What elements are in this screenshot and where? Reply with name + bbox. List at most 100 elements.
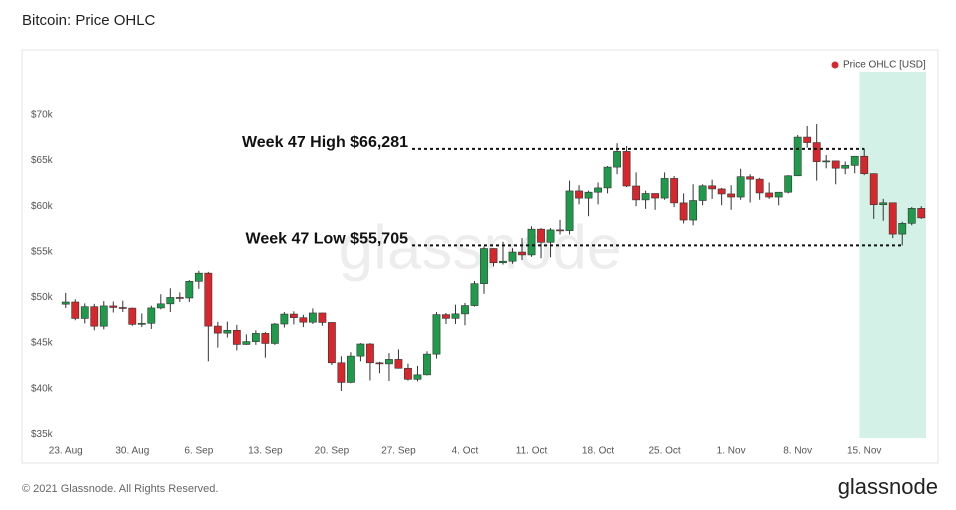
x-tick-label: 27. Sep: [381, 446, 416, 457]
candle-body: [385, 359, 393, 365]
candle-body: [80, 306, 89, 319]
candle-body: [261, 333, 270, 344]
candle-body: [898, 223, 907, 235]
candle-body: [185, 280, 194, 299]
annotation-label: Week 47 High $66,281: [242, 134, 408, 151]
candle-body: [280, 313, 289, 325]
candle-body: [822, 160, 831, 163]
candle-body: [632, 185, 640, 201]
candle-body: [841, 165, 850, 169]
x-tick-label: 11. Oct: [516, 446, 548, 457]
candle-body: [594, 187, 602, 193]
x-tick-label: 6. Sep: [184, 446, 213, 457]
x-tick-label: 23. Aug: [49, 446, 83, 457]
chart-frame: [21, 49, 939, 464]
candle-body: [166, 297, 175, 305]
annotation-label: Week 47 Low $55,705: [246, 231, 409, 248]
y-tick-label: $60k: [31, 201, 54, 212]
candle-body: [774, 191, 783, 198]
legend-marker: [831, 61, 839, 69]
logo: glassnode: [838, 474, 938, 499]
x-tick-label: 25. Oct: [648, 446, 680, 457]
candle-body: [565, 190, 574, 231]
candle-body: [755, 178, 764, 194]
candle-body: [99, 305, 108, 327]
candle-body: [670, 178, 679, 204]
y-tick-label: $70k: [31, 110, 54, 121]
y-tick-label: $55k: [31, 246, 54, 257]
candle-body: [175, 297, 184, 299]
candle-body: [328, 322, 336, 364]
candle-body: [480, 248, 488, 284]
copyright: © 2021 Glassnode. All Rights Reserved.: [22, 483, 218, 495]
candle-body: [527, 228, 536, 256]
candle-body: [251, 333, 260, 342]
candle-body: [907, 208, 916, 224]
candle-body: [869, 173, 878, 206]
candle-body: [232, 329, 241, 345]
candle-body: [812, 142, 821, 162]
candle-body: [641, 193, 650, 201]
x-tick-label: 8. Nov: [783, 446, 812, 457]
candle-body: [318, 312, 327, 323]
x-tick-label: 18. Oct: [582, 446, 614, 457]
candle-body: [850, 155, 859, 166]
y-tick-label: $35k: [31, 429, 54, 440]
candle-body: [651, 193, 659, 199]
highlight-region: [859, 72, 926, 438]
candle-body: [660, 178, 669, 199]
candle-body: [698, 185, 707, 201]
chart-title: Bitcoin: Price OHLC: [22, 12, 156, 29]
candle-body: [213, 325, 222, 334]
candle-body: [375, 362, 384, 365]
candle-body: [451, 313, 460, 319]
candle-body: [61, 301, 70, 305]
candle-body: [717, 188, 726, 195]
candle-body: [727, 193, 736, 198]
candle-body: [603, 166, 612, 189]
candle-body: [118, 307, 127, 309]
y-tick-label: $40k: [31, 383, 54, 394]
candle-body: [442, 314, 450, 319]
candle-body: [308, 312, 317, 323]
candle-body: [137, 322, 146, 325]
candle-body: [289, 313, 298, 319]
y-tick-label: $45k: [31, 338, 54, 349]
candle-body: [537, 228, 545, 243]
candle-body: [508, 251, 517, 262]
candle-body: [584, 191, 593, 199]
candle-body: [622, 151, 631, 187]
candle-body: [128, 307, 137, 325]
candle-body: [470, 283, 479, 306]
x-tick-label: 1. Nov: [717, 446, 746, 457]
candle-body: [147, 307, 156, 324]
legend-label: Price OHLC [USD]: [843, 60, 926, 71]
candle-body: [366, 343, 374, 364]
candle-body: [499, 260, 507, 264]
x-tick-label: 15. Nov: [847, 446, 881, 457]
candle-body: [556, 229, 564, 232]
candle-body: [90, 306, 99, 327]
candle-body: [356, 343, 365, 357]
candle-body: [489, 248, 498, 264]
candle-body: [831, 160, 840, 169]
candle-body: [204, 272, 213, 327]
candle-body: [689, 200, 698, 221]
x-tick-label: 20. Sep: [315, 446, 350, 457]
candle-body: [518, 251, 526, 256]
y-tick-label: $50k: [31, 292, 54, 303]
candle-body: [71, 301, 80, 319]
x-tick-label: 13. Sep: [248, 446, 283, 457]
candle-body: [803, 136, 812, 143]
candle-body: [879, 202, 888, 206]
watermark: glassnode: [339, 213, 622, 282]
candle-body: [679, 202, 688, 221]
candle-body: [347, 355, 355, 383]
candle-body: [736, 176, 745, 198]
candle-body: [575, 190, 583, 199]
candle-body: [432, 314, 441, 355]
candle-body: [917, 208, 926, 219]
candle-body: [413, 374, 422, 380]
candle-body: [194, 272, 203, 282]
